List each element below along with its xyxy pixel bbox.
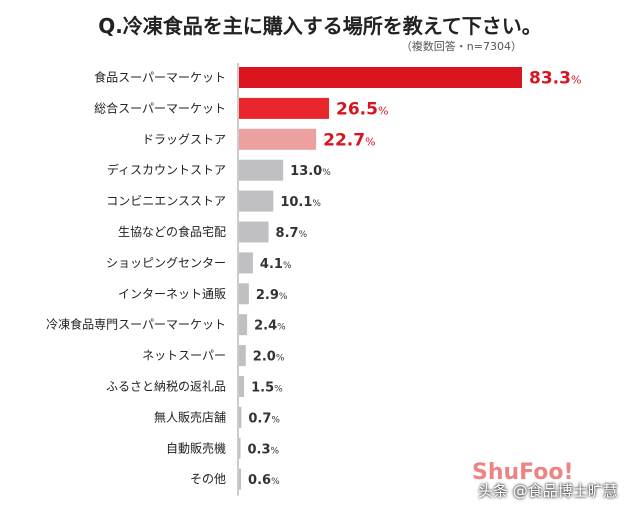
value-label: 1.5% [251,381,283,396]
value-unit: % [274,385,283,395]
value-unit: % [276,354,285,364]
category-label: その他 [190,472,226,486]
bar [239,468,242,490]
shufoo-logo: ShuFoo! [472,460,574,485]
value-number: 2.9 [256,288,279,303]
value-label: 2.9% [256,288,288,303]
value-number: 1.5 [251,381,274,396]
category-label: 食品スーパーマーケット [94,70,226,85]
value-label: 0.7% [248,411,280,426]
sample-note: （複数回答・n=7304） [400,40,522,53]
category-label: 生協などの食品宅配 [118,224,226,239]
bar [239,283,249,305]
bar [239,190,274,212]
value-number: 2.4 [254,319,277,334]
bar [239,345,246,367]
value-label: 2.4% [254,319,286,334]
value-number: 4.1 [260,257,283,272]
value-label: 4.1% [260,257,292,272]
category-label: インターネット通販 [118,287,226,301]
value-number: 22.7 [323,130,365,150]
bar [239,221,269,243]
value-unit: % [312,199,321,209]
value-number: 0.3 [248,442,271,457]
value-label: 10.1% [280,195,321,210]
value-number: 8.7 [276,226,299,241]
bar [239,314,248,336]
value-number: 0.7 [248,411,271,426]
value-unit: % [277,323,286,333]
bar [239,406,242,428]
value-label: 83.3% [529,69,581,89]
category-label: ネットスーパー [142,349,226,363]
category-label: コンビニエンスストア [106,194,226,208]
value-unit: % [365,135,375,148]
value-unit: % [271,477,280,487]
bar [239,128,317,150]
category-label: ショッピングセンター [106,256,226,270]
bar [239,252,253,274]
value-unit: % [571,74,581,87]
value-number: 83.3 [529,69,571,89]
value-unit: % [322,168,331,178]
value-label: 13.0% [290,164,331,179]
value-number: 0.6 [248,473,271,488]
chart-title: Q.冷凍食品を主に購入する場所を教えて下さい。 [98,14,542,38]
value-unit: % [283,261,292,271]
category-label: ふるさと納税の返礼品 [106,379,226,394]
value-unit: % [378,104,388,117]
value-label: 22.7% [323,130,375,150]
bar [239,376,245,397]
value-number: 13.0 [290,164,322,179]
bar [239,437,241,459]
value-label: 0.3% [248,442,280,457]
category-label: ドラッグストア [142,132,226,146]
value-unit: % [271,446,280,456]
value-number: 10.1 [280,195,312,210]
bar [239,67,522,88]
bar [239,97,330,119]
value-label: 2.0% [253,350,285,365]
watermark-text: 头条 @食品博士旷慧 [478,482,618,500]
value-number: 2.0 [253,350,276,365]
value-unit: % [271,415,280,425]
bar [239,159,284,181]
category-label: 冷凍食品専門スーパーマーケット [46,317,226,332]
category-label: 総合スーパーマーケット [94,100,226,115]
value-label: 0.6% [248,473,280,488]
value-unit: % [299,230,308,240]
category-label: 無人販売店舗 [154,409,226,424]
category-label: ディスカウントストア [107,162,226,177]
value-number: 26.5 [336,99,378,119]
value-label: 8.7% [276,226,308,241]
category-label: 自動販売機 [166,440,226,455]
value-unit: % [279,292,288,302]
value-label: 26.5% [336,99,388,119]
